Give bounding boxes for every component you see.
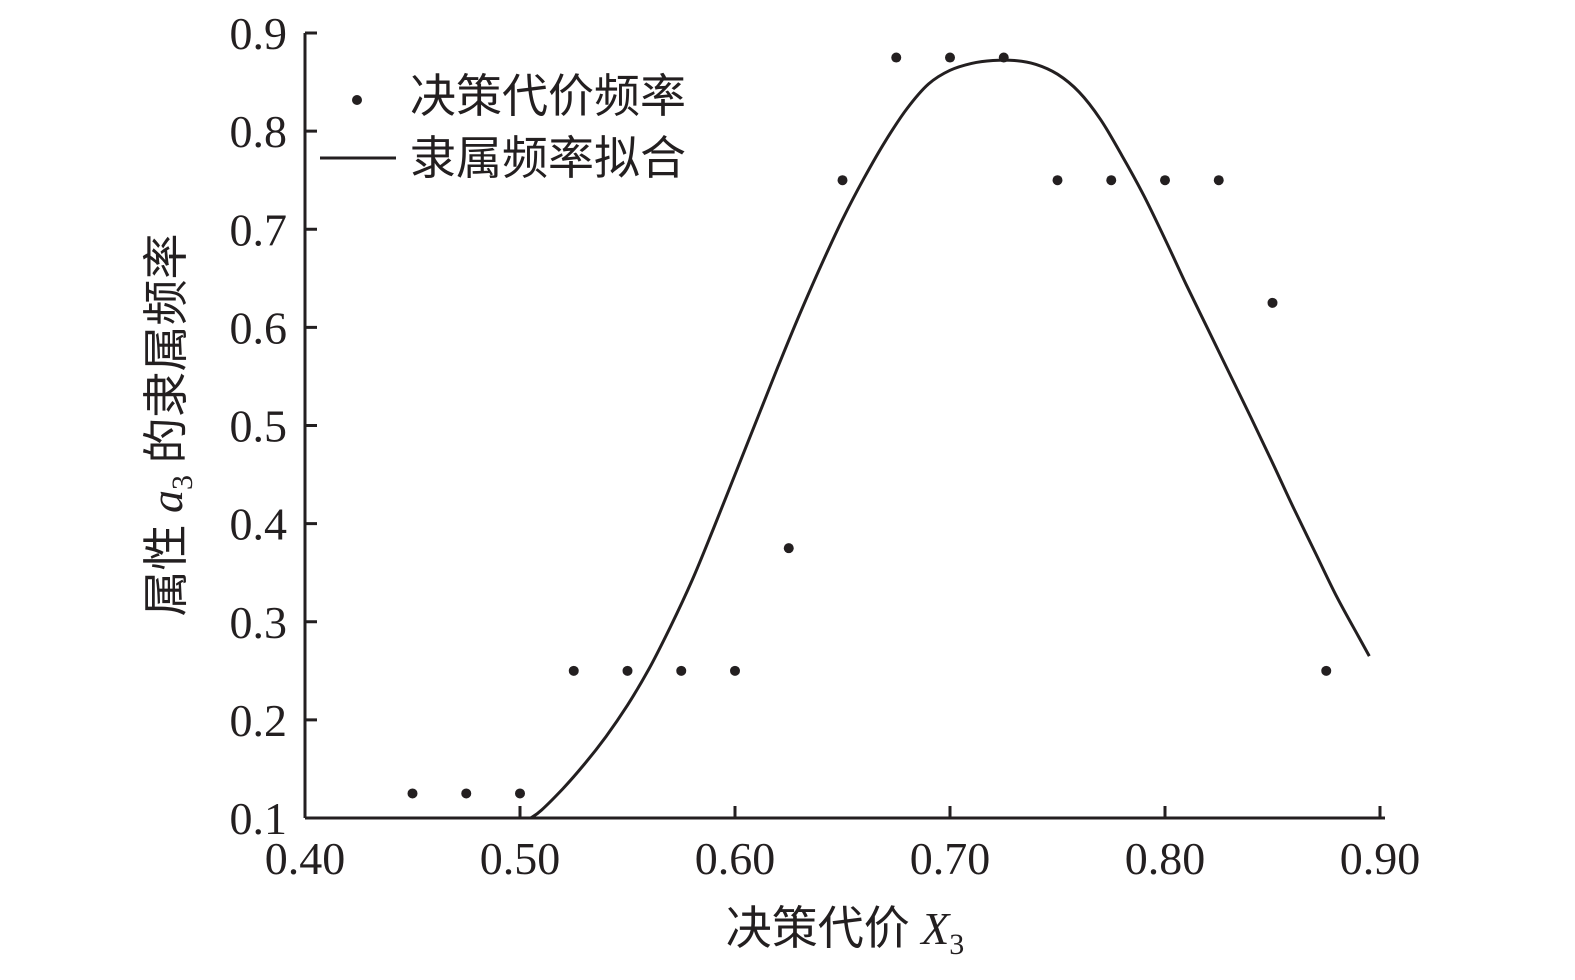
y-tick-label: 0.9 [230, 8, 288, 59]
legend-point-marker [352, 95, 362, 105]
data-point [1160, 175, 1170, 186]
y-axis-title-var: a [141, 490, 192, 513]
y-axis-title: 属性 a3 的隶属频率 [141, 234, 199, 617]
data-point [1106, 175, 1117, 186]
x-ticks: 0.40 0.50 0.60 0.70 0.80 0.90 [265, 806, 1421, 884]
y-tick-label: 0.1 [230, 793, 288, 844]
y-tick-label: 0.4 [230, 499, 288, 550]
data-point [998, 52, 1009, 63]
y-ticks: 0.1 0.2 0.3 0.4 0.5 0.6 0.7 0.8 0.9 [230, 8, 317, 844]
data-point [837, 175, 848, 186]
y-axis-title-sub: 3 [166, 475, 199, 490]
y-axis-title-post: 的隶属频率 [141, 234, 192, 476]
data-points [407, 52, 1332, 799]
x-tick-label: 0.70 [910, 833, 991, 884]
data-point [945, 52, 955, 63]
x-axis-title-main: 决策代价 [726, 903, 922, 954]
y-tick-label: 0.7 [230, 204, 288, 255]
data-point [783, 543, 794, 554]
y-axis-title-pre: 属性 [141, 513, 192, 617]
y-tick-label: 0.5 [230, 401, 288, 452]
data-point [461, 788, 472, 799]
legend: 决策代价频率 隶属频率拟合 [320, 71, 686, 184]
data-point [676, 665, 687, 676]
data-point [1052, 175, 1063, 186]
fit-line [529, 58, 1371, 820]
data-point [891, 52, 902, 63]
data-point [1321, 665, 1332, 676]
data-point [568, 665, 579, 676]
data-point [1213, 175, 1224, 186]
y-tick-label: 0.6 [230, 302, 288, 353]
x-axis-title-var: X [919, 903, 951, 954]
legend-label-fit: 隶属频率拟合 [410, 133, 686, 184]
x-tick-label: 0.60 [695, 833, 776, 884]
y-tick-label: 0.3 [230, 597, 288, 648]
data-point [622, 665, 633, 676]
data-point [407, 788, 418, 799]
x-axis-title-sub: 3 [949, 928, 964, 961]
x-tick-label: 0.40 [265, 833, 346, 884]
x-tick-label: 0.90 [1340, 833, 1421, 884]
x-tick-label: 0.50 [480, 833, 561, 884]
data-point [1267, 297, 1278, 308]
x-tick-label: 0.80 [1125, 833, 1206, 884]
x-axis-title: 决策代价 X3 [726, 903, 965, 961]
data-point [730, 665, 740, 676]
data-point [515, 788, 525, 799]
y-tick-label: 0.8 [230, 106, 288, 157]
y-tick-label: 0.2 [230, 695, 288, 746]
legend-label-scatter: 决策代价频率 [410, 71, 686, 122]
